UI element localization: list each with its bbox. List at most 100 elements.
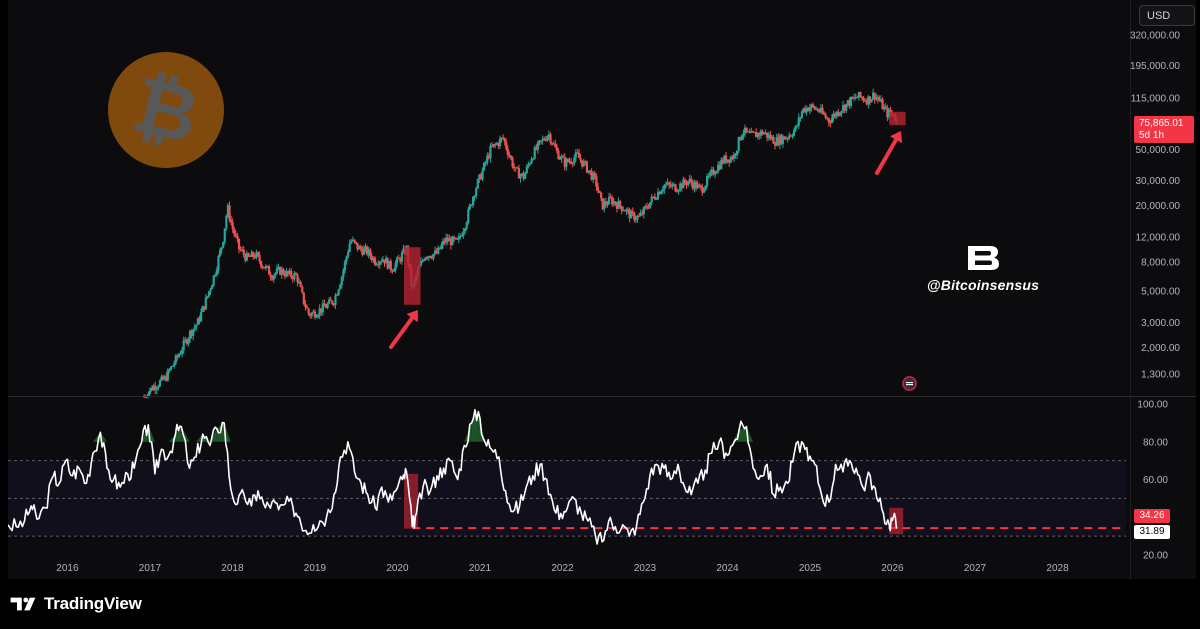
candle-up — [173, 363, 176, 366]
candle-up — [364, 246, 367, 249]
candle-up — [321, 303, 324, 313]
time-axis-tick: 2020 — [386, 563, 409, 574]
price-axis-tick: 20,000.00 — [1136, 201, 1181, 212]
candle-down — [279, 267, 282, 275]
candle-up — [524, 172, 527, 179]
candle-down — [291, 276, 294, 280]
chart-panel[interactable]: 320,000.00 195,000.00 115,000.00 50,000.00 3… — [8, 0, 1196, 579]
candle-up — [339, 284, 342, 290]
candle-up — [316, 315, 320, 317]
candle-up — [883, 106, 886, 110]
time-axis-tick: 2018 — [221, 563, 244, 574]
candle-down — [509, 156, 513, 159]
candle-up — [528, 163, 532, 165]
candle-down — [865, 100, 868, 105]
tradingview-logo-icon — [10, 597, 36, 611]
candle-down — [645, 206, 649, 208]
time-axis-tick: 2024 — [716, 563, 739, 574]
candle-down — [718, 164, 721, 170]
price-axis-tick: 1,300.00 — [1141, 370, 1180, 381]
candle-up — [394, 263, 397, 270]
candle-up — [204, 297, 207, 310]
candle-up — [310, 313, 313, 317]
price-axis-tick: 12,000.00 — [1136, 233, 1181, 244]
chart-canvas[interactable]: 320,000.00 195,000.00 115,000.00 50,000.00 3… — [8, 0, 1196, 579]
candle-down — [233, 228, 236, 235]
candle-up — [288, 270, 291, 274]
candle-up — [726, 159, 729, 163]
candle-down — [260, 261, 263, 267]
candle-up — [636, 215, 639, 220]
candle-up — [358, 246, 361, 250]
candle-down — [620, 206, 623, 211]
candle-up — [475, 188, 478, 196]
candle-down — [728, 159, 731, 163]
candle-up — [717, 164, 720, 172]
candle-up — [264, 266, 267, 269]
candle-up — [158, 380, 162, 387]
candle-up — [489, 145, 492, 159]
tradingview-logo[interactable]: TradingView — [10, 593, 142, 615]
rsi-current-label: 31.89 — [1134, 525, 1170, 539]
candle-up — [157, 386, 160, 389]
candle-up — [445, 237, 448, 243]
candle-down — [501, 137, 505, 139]
candle-down — [878, 98, 881, 101]
candle-up — [337, 289, 340, 295]
candle-up — [660, 191, 663, 195]
candle-down — [615, 204, 619, 209]
candle-up — [345, 256, 348, 262]
candle-up — [196, 318, 200, 325]
candle-up — [192, 329, 195, 336]
candle-up — [168, 369, 171, 371]
currency-button[interactable]: USD — [1139, 5, 1195, 26]
candle-down — [851, 96, 854, 99]
candle-up — [625, 209, 628, 212]
time-axis-tick: 2027 — [964, 563, 987, 574]
candle-down — [769, 134, 772, 139]
candle-down — [305, 307, 309, 309]
candle-down — [837, 111, 840, 116]
candle-down — [271, 277, 274, 280]
candle-down — [813, 106, 816, 110]
candle-down — [604, 201, 607, 205]
us-flag-event-icon[interactable] — [902, 376, 917, 391]
candle-up — [592, 172, 595, 180]
candle-down — [294, 273, 298, 275]
candle-up — [879, 99, 883, 101]
candle-down — [590, 170, 593, 180]
candle-up — [663, 184, 666, 190]
candle-up — [875, 97, 878, 100]
candle-down — [361, 249, 364, 255]
candle-up — [582, 161, 585, 167]
candle-up — [440, 244, 443, 250]
arrow-2026-shaft — [875, 137, 899, 175]
candle-up — [696, 184, 699, 189]
candle-down — [789, 135, 792, 137]
candle-up — [525, 166, 528, 173]
candle-up — [146, 397, 149, 399]
price-axis-tick: 50,000.00 — [1136, 145, 1181, 156]
candle-up — [568, 161, 571, 163]
candle-down — [377, 264, 380, 266]
candle-up — [729, 156, 732, 163]
candle-up — [552, 143, 555, 145]
candle-up — [846, 100, 849, 104]
candle-up — [180, 350, 184, 354]
candle-down — [253, 256, 256, 258]
candle-down — [230, 219, 233, 223]
candle-down — [313, 311, 317, 318]
candle-down — [302, 292, 305, 305]
candle-down — [588, 170, 592, 172]
candle-down — [263, 267, 266, 269]
candle-up — [483, 162, 486, 171]
candle-down — [773, 143, 777, 146]
arrow-layer — [389, 131, 903, 349]
candle-up — [147, 392, 150, 396]
candle-up — [293, 273, 296, 280]
candle-up — [677, 190, 680, 192]
candle-up — [723, 155, 726, 163]
candle-down — [724, 155, 728, 163]
candle-down — [165, 376, 168, 381]
candle-down — [522, 173, 525, 179]
